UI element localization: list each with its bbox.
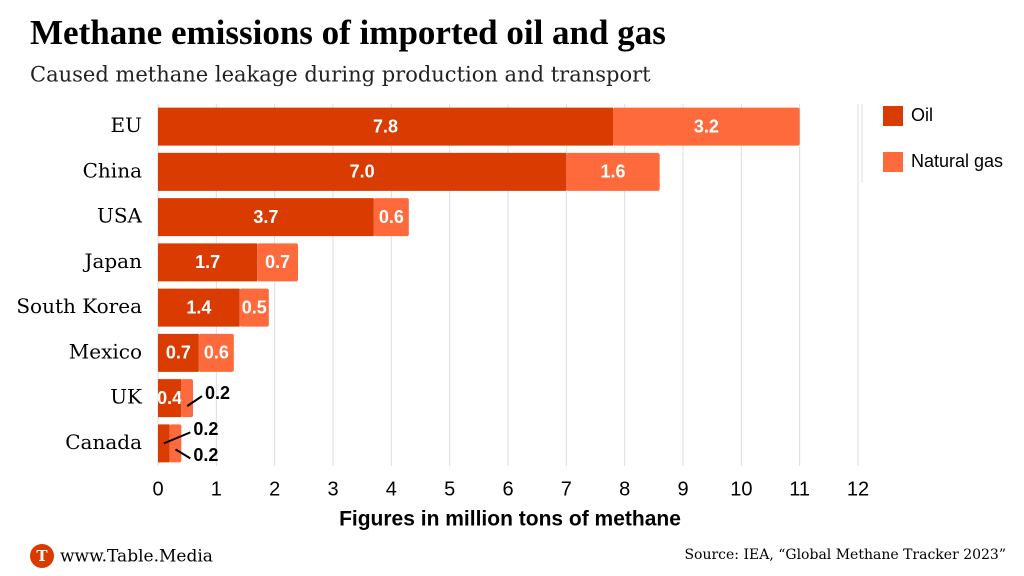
x-tick-label: 1 (211, 478, 222, 500)
bar-segment (566, 152, 660, 191)
value-label: 1.7 (195, 252, 220, 272)
value-label: 0.7 (166, 343, 191, 363)
category-label: South Korea (16, 294, 142, 318)
bar-segment (613, 107, 800, 146)
bar-segment (257, 243, 298, 282)
category-label: EU (111, 113, 142, 137)
x-tick-label: 8 (619, 478, 630, 500)
bar-segment (198, 333, 234, 372)
bar-segment (158, 107, 613, 146)
category-label: China (83, 158, 142, 182)
bar-segment (181, 379, 193, 418)
source: Source: IEA, “Global Methane Tracker 202… (684, 547, 1006, 563)
value-label: 0.7 (265, 252, 290, 272)
category-label: UK (110, 385, 143, 409)
x-tick-label: 12 (847, 478, 869, 500)
category-label: USA (97, 204, 143, 228)
x-tick-label: 4 (386, 478, 397, 500)
value-label: 0.6 (204, 343, 229, 363)
bar-segment (158, 198, 374, 237)
value-label: 3.2 (694, 116, 719, 136)
bar-segment (158, 379, 182, 418)
x-tick-label: 6 (502, 478, 513, 500)
value-label: 0.2 (193, 419, 218, 439)
value-label: 3.7 (253, 207, 278, 227)
site: www.Table.Media (60, 547, 213, 567)
logo-circle (30, 544, 54, 568)
legend-label: Oil (911, 105, 933, 125)
bar-segment (158, 243, 258, 282)
x-tick-label: 9 (677, 478, 688, 500)
value-label: 1.6 (600, 162, 625, 182)
bar-segment (373, 198, 409, 237)
value-label: 0.2 (205, 383, 230, 403)
legend-swatch (883, 152, 903, 172)
value-label: 1.4 (186, 297, 211, 317)
bar-segment (239, 288, 269, 327)
value-label: 0.2 (193, 445, 218, 465)
value-label: 7.0 (350, 162, 375, 182)
x-tick-label: 0 (152, 478, 163, 500)
x-tick-label: 7 (561, 478, 572, 500)
x-axis-label: Figures in million tons of methane (339, 508, 681, 531)
category-label: Canada (65, 430, 142, 454)
x-tick-label: 3 (327, 478, 338, 500)
bar-segment (158, 288, 240, 327)
leader-line (186, 395, 203, 407)
category-label: Japan (82, 249, 142, 273)
value-label: 0.5 (242, 297, 267, 317)
leader-line (174, 448, 191, 460)
value-label: 0.6 (379, 207, 404, 227)
legend-swatch (883, 106, 903, 126)
x-tick-label: 2 (269, 478, 280, 500)
chart-subtitle: Caused methane leakage during production… (30, 63, 651, 87)
x-tick-label: 11 (789, 478, 810, 500)
x-tick-label: 10 (730, 478, 752, 500)
bar-segment (169, 424, 182, 463)
legend-label: Natural gas (911, 151, 1003, 171)
leader-line (163, 431, 191, 445)
logo: T (36, 547, 48, 565)
value-label: 0.4 (157, 388, 182, 408)
bar-segment (158, 152, 567, 191)
chart-title: Methane emissions of imported oil and ga… (30, 13, 666, 52)
bar-segment (158, 333, 199, 372)
value-label: 7.8 (373, 116, 398, 136)
x-tick-label: 5 (444, 478, 455, 500)
category-label: Mexico (69, 339, 142, 363)
